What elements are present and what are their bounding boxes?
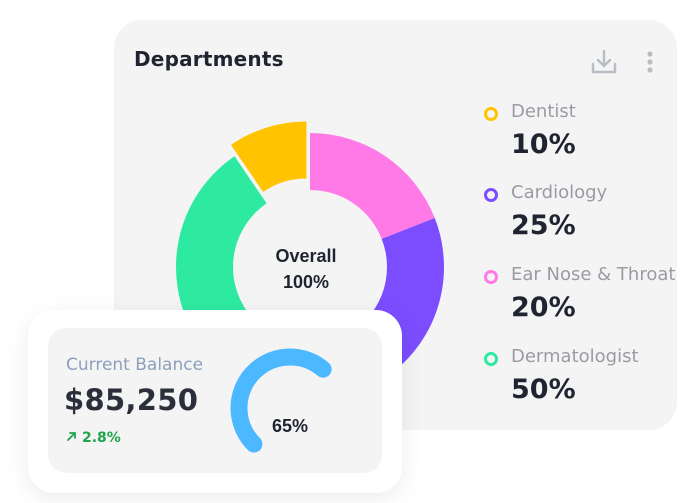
legend-item-ear-nose-throat[interactable]: Ear Nose & Throat 20%: [484, 261, 696, 333]
balance-change-value: 2.8%: [82, 430, 121, 446]
donut-center-value: 100%: [283, 272, 329, 292]
more-options-icon[interactable]: [640, 46, 660, 78]
card-title: Departments: [134, 47, 284, 71]
legend-item-dentist[interactable]: Dentist 10%: [484, 98, 696, 170]
download-icon[interactable]: [588, 46, 620, 78]
balance-label: Current Balance: [66, 355, 204, 375]
gauge-arc: [230, 348, 332, 453]
legend-marker-icon: [484, 270, 498, 284]
legend-label: Ear Nose & Throat: [511, 264, 676, 285]
donut-center-label: Overall: [275, 246, 336, 266]
legend-item-cardiology[interactable]: Cardiology 25%: [484, 179, 696, 251]
balance-change: 2.8%: [66, 430, 121, 446]
legend-value: 20%: [511, 292, 576, 323]
legend-value: 50%: [511, 374, 576, 405]
balance-gauge: 65%: [230, 348, 332, 453]
legend-label: Dermatologist: [511, 346, 639, 367]
current-balance-card: Current Balance $85,250 2.8% 65%: [28, 310, 402, 493]
balance-amount: $85,250: [64, 383, 199, 417]
legend-marker-icon: [484, 107, 498, 121]
legend-value: 25%: [511, 210, 576, 241]
legend-marker-icon: [484, 188, 498, 202]
current-balance-panel: Current Balance $85,250 2.8% 65%: [48, 328, 382, 473]
legend-label: Cardiology: [511, 182, 608, 203]
gauge-label: 65%: [272, 416, 308, 436]
legend-item-dermatologist[interactable]: Dermatologist 50%: [484, 343, 696, 415]
legend-value: 10%: [511, 129, 576, 160]
legend-label: Dentist: [511, 101, 576, 122]
legend-marker-icon: [484, 352, 498, 366]
arrow-up-right-icon: [66, 431, 77, 446]
donut-slice-dentist[interactable]: [230, 121, 307, 192]
donut-slice-ear-nose-throat[interactable]: [310, 133, 435, 239]
